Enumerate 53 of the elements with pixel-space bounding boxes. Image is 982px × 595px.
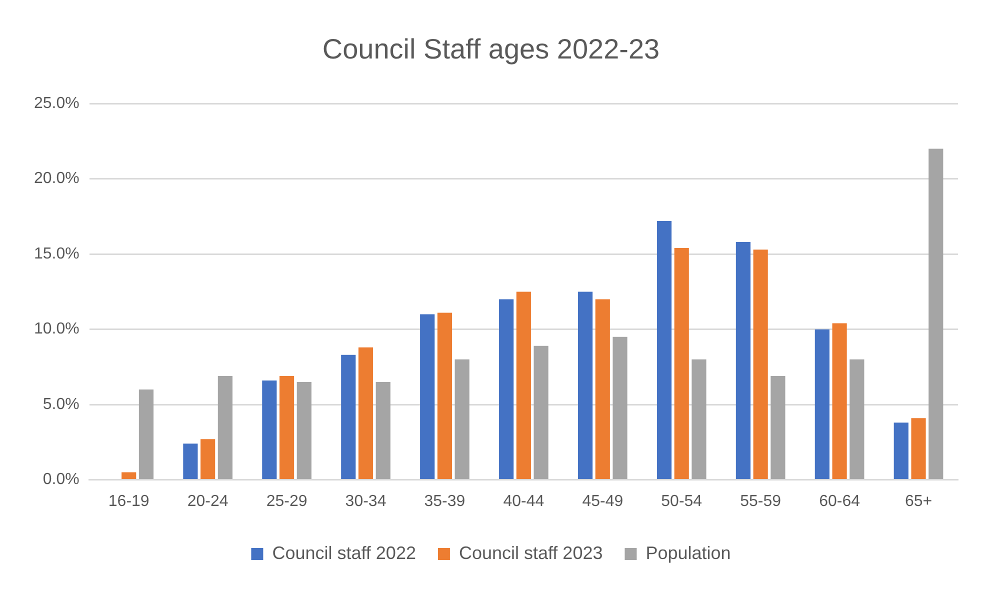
bar [296,382,312,480]
bar [770,376,786,480]
bar [674,248,689,480]
chart-title: Council Staff ages 2022-23 [322,34,660,65]
y-tick-label: 10.0% [34,320,80,338]
bar [218,376,232,480]
x-tick-label: 35-39 [424,492,466,510]
bar [499,299,514,480]
bar [595,299,610,480]
legend-label: Council staff 2023 [458,542,603,563]
bar [376,382,390,480]
x-tick-label: 55-59 [740,492,782,510]
x-tick-label: 50-54 [661,492,702,510]
bar [753,250,768,480]
bar [122,472,136,480]
bar [832,323,847,480]
bar [183,444,198,480]
bar [279,376,294,480]
bar [814,329,830,480]
bar [437,312,452,480]
x-tick-label: 45-49 [582,492,624,510]
bar [341,354,356,480]
bar [578,292,593,480]
y-tick-label: 15.0% [34,245,80,262]
y-tick-label: 0.0% [42,471,80,488]
x-tick-label: 60-64 [819,492,860,510]
legend-label: Population [646,542,731,563]
bar [894,422,908,480]
bar [420,314,435,480]
bar [692,359,706,480]
y-tick-label: 5.0% [42,396,80,413]
y-tick-label: 25.0% [34,95,80,112]
x-tick-label: 65+ [904,492,932,510]
x-tick-label: 25-29 [266,492,308,510]
bar [736,242,751,480]
bar [612,336,628,480]
bar [850,359,864,480]
bar [358,347,374,480]
bar [656,220,672,480]
bar [454,359,470,480]
x-tick-label: 16-19 [108,492,150,510]
bar [516,292,531,480]
bar [534,346,548,480]
bar [138,390,154,480]
bar [262,380,277,480]
x-tick-label: 40-44 [503,492,544,510]
bar [911,418,926,480]
legend-label: Council staff 2022 [272,542,416,563]
bar [200,439,216,480]
x-tick-label: 30-34 [345,492,386,510]
y-tick-label: 20.0% [34,170,80,188]
bar [928,148,944,480]
x-tick-label: 20-24 [187,492,228,510]
